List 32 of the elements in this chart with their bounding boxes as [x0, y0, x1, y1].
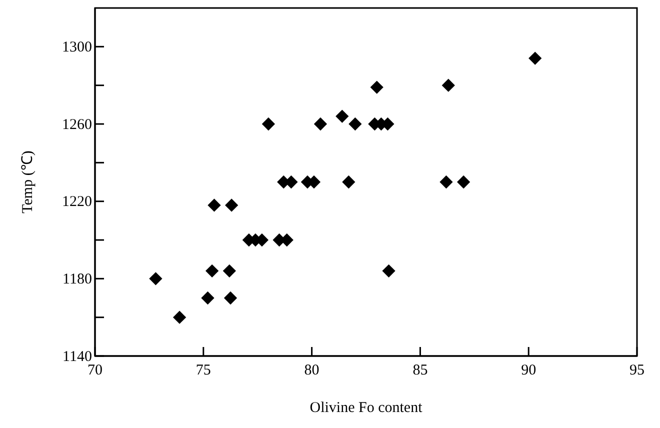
- y-axis-title: Temp (℃): [20, 150, 36, 214]
- point: [206, 264, 219, 278]
- x-tick-label: 95: [630, 362, 644, 379]
- x-axis-title: Olivine Fo content: [310, 400, 424, 416]
- point: [314, 117, 328, 131]
- point: [224, 291, 238, 305]
- point: [348, 117, 362, 131]
- point: [262, 117, 276, 131]
- point: [149, 272, 162, 286]
- y-tick-label: 1300: [62, 39, 92, 56]
- point: [342, 175, 356, 189]
- y-tick-label: 1180: [62, 271, 92, 288]
- y-tick-label: 1140: [62, 348, 92, 365]
- point: [208, 198, 221, 212]
- point: [336, 110, 349, 123]
- x-tick-label: 90: [521, 362, 536, 379]
- point: [222, 264, 236, 278]
- x-tick-label: 75: [196, 362, 211, 379]
- point: [201, 291, 214, 305]
- y-tick-label: 1260: [62, 116, 92, 133]
- point: [172, 310, 186, 324]
- point: [440, 175, 453, 189]
- x-tick-label: 70: [88, 362, 102, 379]
- point: [382, 264, 396, 278]
- point: [442, 78, 455, 92]
- point: [528, 52, 542, 65]
- point: [225, 198, 238, 212]
- y-tick-label: 1220: [62, 194, 92, 210]
- x-tick-label: 80: [304, 362, 320, 379]
- x-tick-label: 85: [412, 362, 428, 379]
- point: [456, 175, 470, 189]
- point: [370, 80, 384, 94]
